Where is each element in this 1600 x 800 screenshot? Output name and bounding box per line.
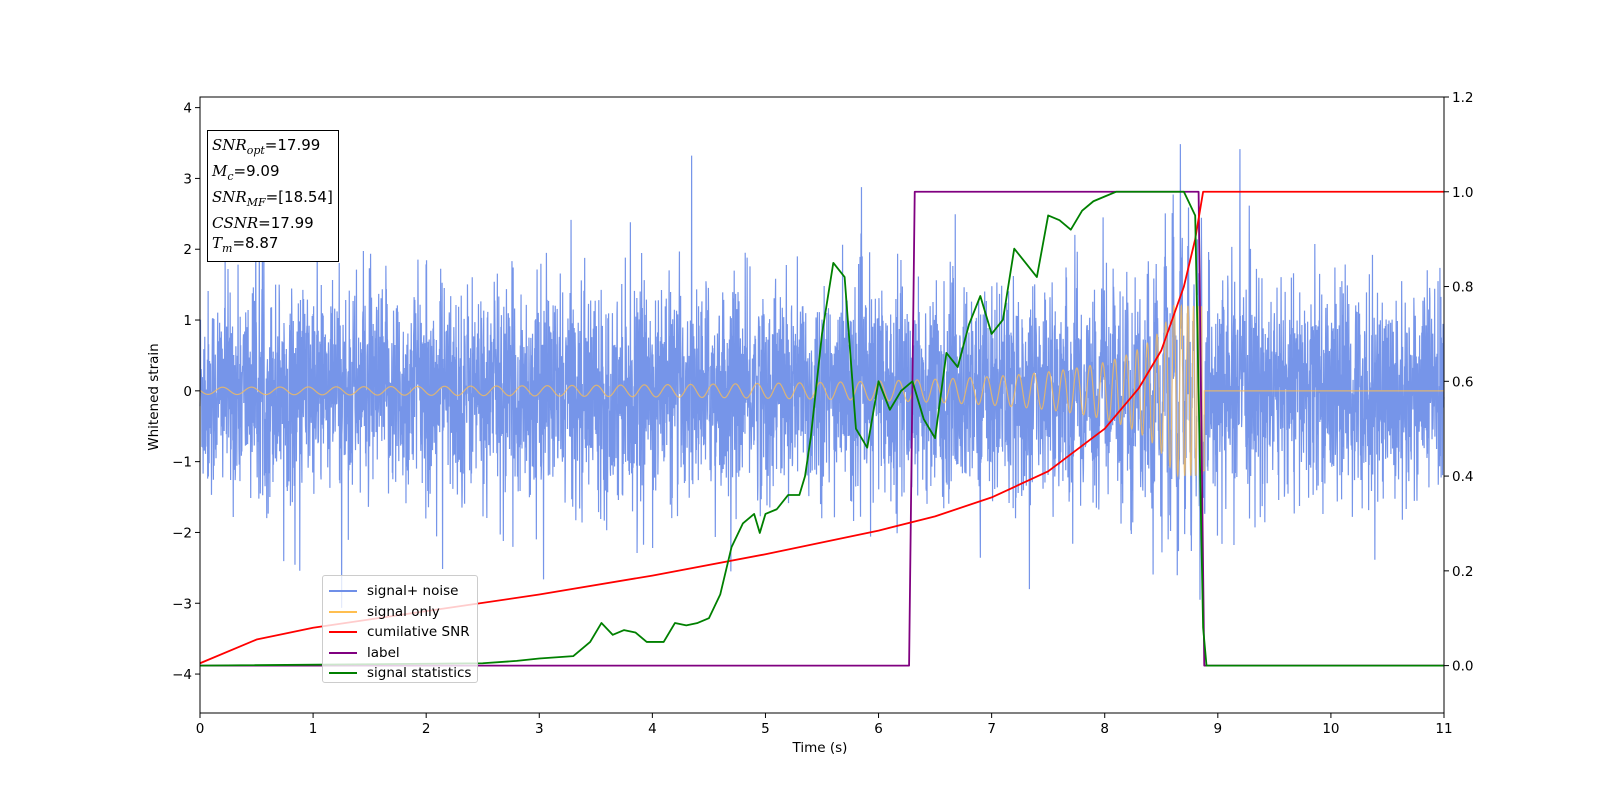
legend-swatch [329, 631, 357, 633]
x-tick-label: 4 [648, 721, 657, 737]
x-tick-label: 10 [1322, 721, 1339, 737]
plot-frame [199, 96, 1445, 714]
legend-entry: signal statistics [329, 663, 471, 683]
x-tick-label: 2 [422, 721, 431, 737]
legend-entry: signal only [329, 602, 440, 622]
axes: 0 1 2 3 4 5 6 7 8 9 10 1143210−1−2−3−41.21.00.80.60… [172, 90, 1473, 737]
annotation-csnr: CSNR=17.99 [212, 214, 314, 232]
legend-swatch [329, 610, 357, 613]
x-tick-label: 1 [309, 721, 318, 737]
y-tick-label: −4 [172, 667, 192, 683]
legend-label: cumilative SNR [367, 624, 470, 640]
x-tick-label: 7 [987, 721, 996, 737]
annotation-snr-opt: SNRopt=17.99 [212, 136, 321, 157]
signal-statistics-line [199, 190, 1444, 667]
legend-swatch [329, 651, 357, 654]
annotation-tm: Tm=8.87 [212, 234, 279, 255]
legend: signal+ noise signal only cumilative SNR la… [322, 575, 478, 683]
x-tick-label: 8 [1100, 721, 1109, 737]
y2-tick-label: 1.2 [1452, 90, 1473, 106]
legend-label: signal only [367, 603, 440, 620]
legend-label: label [367, 644, 400, 661]
signal-noise-series [199, 144, 1445, 608]
y-axis-label: Whitened strain [146, 343, 162, 450]
legend-swatch [329, 590, 357, 592]
signal-only-line [199, 303, 1444, 479]
snr-annotation-box: SNRopt=17.99 Mc=9.09 SNRMF=[18.54] CSNR=… [207, 130, 339, 262]
legend-label: signal statistics [367, 665, 472, 681]
y-tick-label: −1 [172, 455, 192, 471]
legend-label: signal+ noise [367, 583, 459, 599]
x-tick-label: 5 [761, 721, 770, 737]
y-tick-label: 4 [183, 101, 192, 117]
y-tick-label: −2 [172, 525, 192, 541]
signal-noise-line [199, 144, 1445, 608]
y2-tick-label: 1.0 [1452, 185, 1473, 201]
x-tick-label: 3 [535, 721, 544, 737]
y2-tick-label: 0.0 [1452, 659, 1473, 675]
y-tick-label: 2 [183, 242, 192, 258]
signal-only-series [199, 303, 1444, 479]
annotation-snr-mf: SNRMF=[18.54] [212, 188, 333, 209]
x-tick-label: 9 [1214, 721, 1223, 737]
y-tick-label: 1 [183, 313, 192, 329]
legend-entry: signal+ noise [329, 581, 458, 601]
annotation-mc: Mc=9.09 [212, 162, 280, 183]
y-tick-label: 0 [183, 384, 192, 400]
x-tick-label: 0 [196, 721, 205, 737]
y-tick-label: −3 [172, 596, 192, 612]
y-tick-label: 3 [183, 171, 192, 187]
y2-tick-label: 0.6 [1452, 374, 1473, 390]
x-tick-label: 11 [1435, 721, 1452, 737]
legend-entry: label [329, 643, 400, 663]
x-axis-label: Time (s) [792, 740, 848, 756]
x-tick-label: 6 [874, 721, 883, 737]
legend-entry: cumilative SNR [329, 622, 470, 642]
legend-swatch [329, 672, 357, 674]
y2-tick-label: 0.4 [1452, 469, 1473, 485]
y2-tick-label: 0.8 [1452, 280, 1473, 296]
y2-tick-label: 0.2 [1452, 564, 1473, 580]
